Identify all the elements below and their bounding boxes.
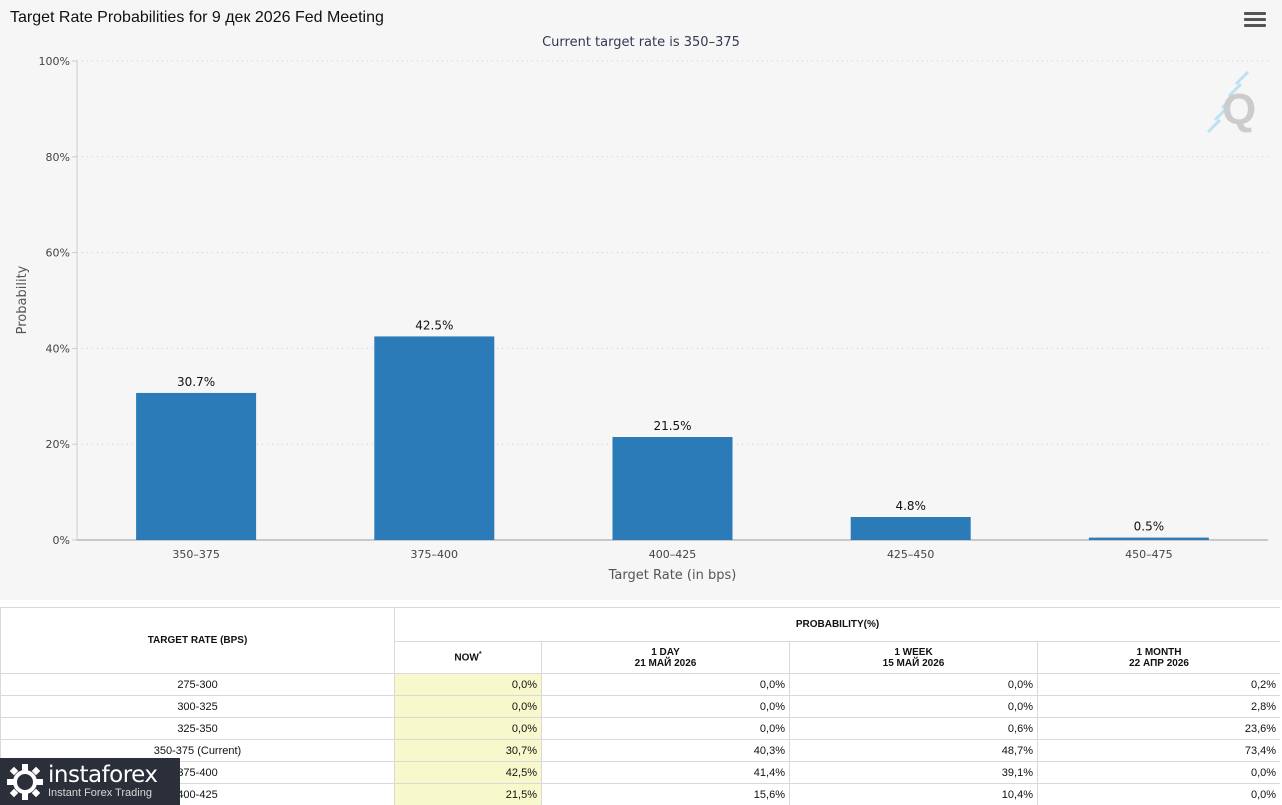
data-label: 0.5% bbox=[1134, 520, 1165, 534]
probability-cell: 40,3% bbox=[541, 739, 790, 762]
header-probability: PROBABILITY(%) bbox=[393, 607, 1280, 642]
probability-cell: 0,0% bbox=[541, 717, 790, 740]
column-header-line2: 21 МАЙ 2026 bbox=[634, 657, 697, 669]
probability-table: TARGET RATE (BPS) PROBABILITY(%) NOW* 1 D… bbox=[0, 607, 1280, 805]
now-probability-cell: 0,0% bbox=[394, 673, 542, 696]
bar-5 bbox=[1088, 537, 1209, 540]
data-label: 30.7% bbox=[177, 375, 215, 389]
column-header: 1 DAY 21 МАЙ 2026 bbox=[541, 641, 790, 674]
probability-cell: 10,4% bbox=[789, 783, 1038, 805]
column-header-line1: NOW bbox=[454, 652, 479, 664]
chart-subtitle: Current target rate is 350–375 bbox=[542, 35, 740, 50]
rate-cell: 275-300 bbox=[0, 673, 395, 696]
now-probability-cell: 42,5% bbox=[394, 761, 542, 784]
probability-cell: 48,7% bbox=[789, 739, 1038, 762]
column-header-line1: 1 MONTH bbox=[1136, 646, 1182, 658]
table-row: 300-325 0,0% 0,0% 0,0% 2,8% bbox=[0, 695, 1280, 718]
column-header-line2: 22 АПР 2026 bbox=[1129, 657, 1189, 669]
table-row: 325-350 0,0% 0,0% 0,6% 23,6% bbox=[0, 717, 1280, 740]
y-tick-label: 20% bbox=[46, 438, 70, 451]
brand-name: instaforex bbox=[48, 762, 158, 788]
probability-cell: 39,1% bbox=[789, 761, 1038, 784]
chart-title: Target Rate Probabilities for 9 дек 2026… bbox=[10, 9, 384, 26]
q-logo-icon: Q bbox=[1206, 70, 1256, 134]
probability-cell: 0,0% bbox=[541, 673, 790, 696]
probability-cell: 23,6% bbox=[1036, 717, 1280, 740]
now-probability-cell: 21,5% bbox=[394, 783, 542, 805]
bar-2 bbox=[374, 336, 495, 540]
probability-cell: 0,6% bbox=[789, 717, 1038, 740]
probability-cell: 73,4% bbox=[1036, 739, 1280, 762]
data-label: 21.5% bbox=[653, 419, 691, 433]
column-header-line2: 15 МАЙ 2026 bbox=[882, 657, 945, 669]
data-label: 4.8% bbox=[895, 499, 926, 513]
column-header-star: * bbox=[478, 651, 482, 659]
x-tick-label: 350–375 bbox=[172, 548, 220, 561]
x-tick-label: 425–450 bbox=[887, 548, 935, 561]
probability-cell: 0,0% bbox=[1036, 761, 1280, 784]
instaforex-logo-icon bbox=[7, 763, 43, 800]
probability-cell: 41,4% bbox=[541, 761, 790, 784]
column-header: NOW* bbox=[394, 641, 542, 674]
rate-cell: 300-325 bbox=[0, 695, 395, 718]
data-label: 42.5% bbox=[415, 318, 453, 332]
probability-cell: 0,0% bbox=[789, 695, 1038, 718]
bar-4 bbox=[850, 517, 971, 540]
rate-cell: 325-350 bbox=[0, 717, 395, 740]
table-row: 375-400 42,5% 41,4% 39,1% 0,0% bbox=[0, 761, 1280, 784]
probability-cell: 0,0% bbox=[789, 673, 1038, 696]
x-axis-title: Target Rate (in bps) bbox=[608, 568, 737, 583]
y-tick-label: 40% bbox=[46, 342, 70, 355]
instaforex-logo: instaforex Instant Forex Trading bbox=[0, 758, 180, 805]
bar-1 bbox=[136, 392, 257, 540]
bar-chart: 0% 20% 40% 60% 80% 100% 30.7% 350–375 42.5% 375–4… bbox=[15, 55, 1268, 583]
probability-cell: 0,2% bbox=[1036, 673, 1280, 696]
column-header: 1 MONTH 22 АПР 2026 bbox=[1036, 641, 1280, 674]
hamburger-menu-icon[interactable] bbox=[1244, 12, 1266, 30]
probability-cell: 2,8% bbox=[1036, 695, 1280, 718]
x-tick-label: 450–475 bbox=[1125, 548, 1173, 561]
now-probability-cell: 0,0% bbox=[394, 695, 542, 718]
probability-cell: 0,0% bbox=[541, 695, 790, 718]
y-tick-label: 100% bbox=[39, 55, 70, 68]
x-tick-label: 400–425 bbox=[649, 548, 697, 561]
table-row: 275-300 0,0% 0,0% 0,0% 0,2% bbox=[0, 673, 1280, 696]
column-header: 1 WEEK 15 МАЙ 2026 bbox=[789, 641, 1038, 674]
probability-cell: 15,6% bbox=[541, 783, 790, 805]
x-tick-label: 375–400 bbox=[411, 548, 459, 561]
probability-cell: 0,0% bbox=[1036, 783, 1280, 805]
y-tick-label: 80% bbox=[46, 151, 70, 164]
now-probability-cell: 30,7% bbox=[394, 739, 542, 762]
y-axis-title: Probability bbox=[15, 265, 30, 334]
y-tick-label: 60% bbox=[46, 247, 70, 260]
bar-3 bbox=[612, 437, 733, 540]
probability-table-container: TARGET RATE (BPS) PROBABILITY(%) NOW* 1 D… bbox=[0, 607, 1280, 805]
column-header-line1: 1 WEEK bbox=[894, 646, 933, 658]
y-tick-label: 0% bbox=[53, 534, 70, 547]
header-target-rate: TARGET RATE (BPS) bbox=[0, 607, 395, 674]
now-probability-cell: 0,0% bbox=[394, 717, 542, 740]
column-header-line1: 1 DAY bbox=[651, 646, 680, 658]
table-row: 350-375 (Current) 30,7% 40,3% 48,7% 73,4% bbox=[0, 739, 1280, 762]
table-row: 400-425 21,5% 15,6% 10,4% 0,0% bbox=[0, 783, 1280, 805]
chart-panel: Target Rate Probabilities for 9 дек 2026… bbox=[10, 9, 1268, 583]
brand-tagline: Instant Forex Trading bbox=[48, 787, 152, 799]
svg-text:Q: Q bbox=[1222, 85, 1256, 134]
